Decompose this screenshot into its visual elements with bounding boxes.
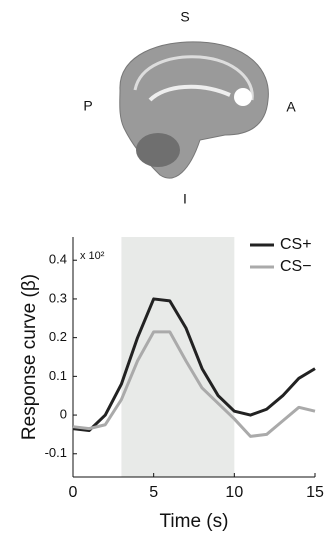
x-tick-label: 0 bbox=[69, 484, 78, 501]
figure: S P A I x 10² Response curve (β) Time (s… bbox=[0, 0, 324, 544]
annotation: x 10² bbox=[80, 250, 105, 262]
orientation-label: I bbox=[183, 191, 187, 207]
x-axis-label: Time (s) bbox=[160, 511, 229, 532]
orientation-label: A bbox=[286, 99, 296, 115]
orientation-label: P bbox=[83, 98, 92, 114]
brain-image bbox=[120, 42, 269, 178]
roi-spot bbox=[234, 88, 252, 106]
x-tick-label: 5 bbox=[149, 484, 158, 501]
y-tick-label: 0.4 bbox=[49, 252, 67, 267]
orientation-label: S bbox=[180, 9, 189, 25]
y-axis-label: Response curve (β) bbox=[19, 274, 40, 440]
x-tick-label: 10 bbox=[225, 484, 243, 501]
y-tick-label: 0.2 bbox=[49, 329, 67, 344]
y-tick-label: 0.3 bbox=[49, 290, 67, 305]
y-tick-label: -0.1 bbox=[45, 445, 67, 460]
legend-label: CS− bbox=[280, 258, 312, 275]
cerebellum bbox=[136, 133, 180, 167]
legend-label: CS+ bbox=[280, 236, 312, 253]
x-tick-label: 15 bbox=[306, 484, 324, 501]
y-tick-label: 0 bbox=[60, 407, 67, 422]
y-tick-label: 0.1 bbox=[49, 368, 67, 383]
